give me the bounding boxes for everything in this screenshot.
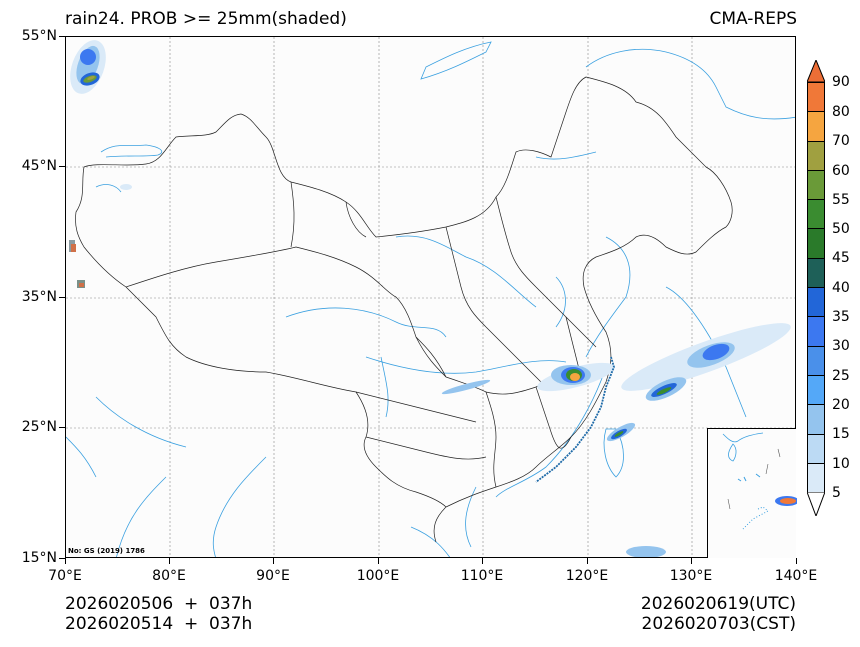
- south-china-sea-inset: [707, 428, 799, 558]
- y-label-35n: 35°N: [21, 289, 57, 305]
- y-tick: [59, 558, 65, 559]
- colorbar-segment-15-20: [807, 405, 825, 435]
- x-label-70e: 70°E: [48, 568, 82, 584]
- forecast-valid-times: 2026020619(UTC) 2026020703(CST): [641, 594, 796, 634]
- colorbar: [807, 60, 825, 516]
- colorbar-segment-25-30: [807, 346, 825, 376]
- y-tick: [59, 166, 65, 167]
- map-title: rain24. PROB >= 25mm(shaded): [65, 9, 347, 29]
- colorbar-segment-45-50: [807, 229, 825, 259]
- colorbar-segment-10-15: [807, 434, 825, 464]
- colorbar-label: 45: [832, 250, 850, 266]
- colorbar-extend-bottom-icon: [807, 492, 825, 516]
- colorbar-segment-55-60: [807, 170, 825, 201]
- colorbar-segment-40-45: [807, 258, 825, 289]
- colorbar-label: 25: [832, 368, 850, 384]
- y-tick: [59, 36, 65, 37]
- colorbar-segment-20-25: [807, 375, 825, 406]
- colorbar-label: 70: [832, 133, 850, 149]
- x-label-140e: 140°E: [774, 568, 818, 584]
- x-tick: [587, 558, 588, 564]
- colorbar-label: 5: [832, 485, 841, 501]
- colorbar-label: 10: [832, 456, 850, 472]
- map-approval-number-label: No: GS (2019) 1786: [68, 547, 145, 555]
- x-tick: [378, 558, 379, 564]
- colorbar-label: 20: [832, 397, 850, 413]
- x-label-80e: 80°E: [152, 568, 186, 584]
- colorbar-segment-5-10: [807, 463, 825, 494]
- y-label-45n: 45°N: [21, 158, 57, 174]
- x-tick: [796, 558, 797, 564]
- colorbar-label: 30: [832, 338, 850, 354]
- valid-time-utc: 2026020619(UTC): [640, 594, 796, 614]
- x-tick: [691, 558, 692, 564]
- colorbar-label: 50: [832, 221, 850, 237]
- x-label-120e: 120°E: [565, 568, 609, 584]
- admin-borders: [75, 76, 733, 543]
- colorbar-extend-top-icon: [807, 60, 825, 82]
- colorbar-label: 90: [832, 74, 850, 90]
- colorbar-segment-70-80: [807, 112, 825, 142]
- y-tick: [59, 297, 65, 298]
- probability-shading: [69, 40, 791, 557]
- colorbar-label: 80: [832, 104, 850, 120]
- x-tick: [273, 558, 274, 564]
- x-tick: [482, 558, 483, 564]
- colorbar-segment-50-55: [807, 200, 825, 230]
- graticule: [66, 37, 795, 557]
- map-plot-area: [65, 36, 796, 558]
- model-source-label: CMA-REPS: [709, 9, 797, 29]
- y-label-15n: 15°N: [21, 550, 57, 566]
- colorbar-label: 35: [832, 309, 850, 325]
- valid-time-cst: 2026020703(CST): [641, 614, 796, 634]
- init-time-utc: 2026020506 + 037h: [65, 594, 253, 614]
- colorbar-label: 15: [832, 426, 850, 442]
- coastlines-rivers: [66, 41, 795, 557]
- map-canvas: [66, 37, 795, 557]
- x-tick: [169, 558, 170, 564]
- colorbar-segment-35-40: [807, 288, 825, 318]
- x-label-110e: 110°E: [460, 568, 504, 584]
- x-tick: [65, 558, 66, 564]
- x-label-100e: 100°E: [356, 568, 400, 584]
- colorbar-label: 40: [832, 280, 850, 296]
- forecast-init-times: 2026020506 + 037h 2026020514 + 037h: [65, 594, 252, 634]
- init-time-cst: 2026020514 + 037h: [65, 614, 253, 634]
- colorbar-segment-80-90: [807, 83, 825, 113]
- x-label-90e: 90°E: [256, 568, 290, 584]
- y-tick: [59, 427, 65, 428]
- y-label-55n: 55°N: [21, 28, 57, 44]
- y-label-25n: 25°N: [21, 419, 57, 435]
- colorbar-segment-60-70: [807, 141, 825, 171]
- inset-canvas: [722, 432, 799, 530]
- colorbar-label: 55: [832, 192, 850, 208]
- colorbar-segment-30-35: [807, 317, 825, 347]
- x-label-130e: 130°E: [669, 568, 713, 584]
- colorbar-label: 60: [832, 163, 850, 179]
